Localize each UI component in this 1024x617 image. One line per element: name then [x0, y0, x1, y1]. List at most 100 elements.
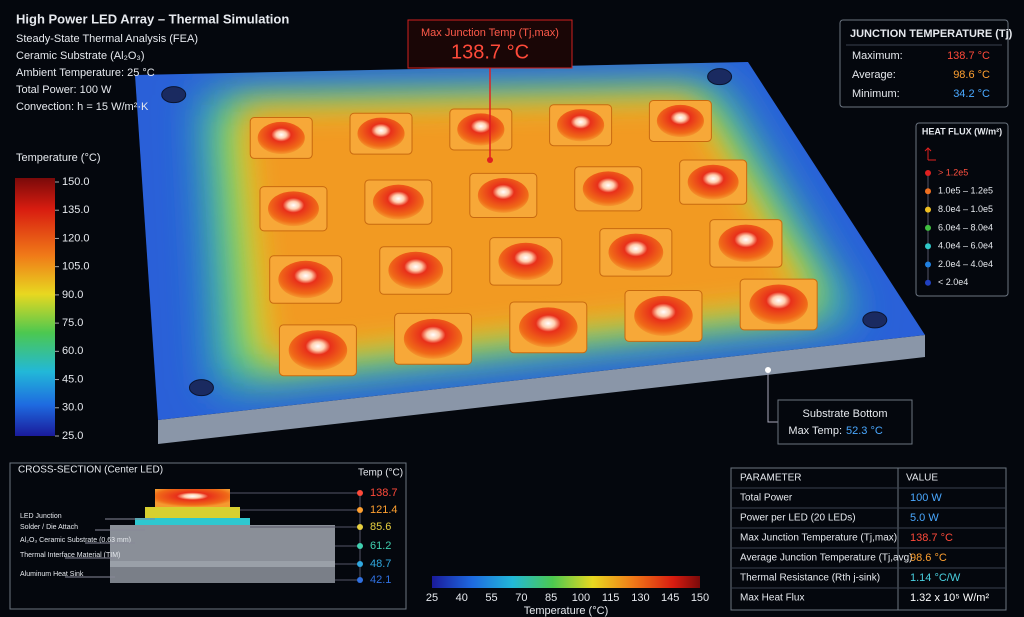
tick-label: 60.0 — [62, 345, 83, 357]
layer-tim — [135, 518, 250, 525]
temperature-scale: Temperature (°C) 150.0 135.0 120.0 105.0 90.… — [15, 152, 100, 442]
scale-title: Temperature (°C) — [16, 152, 100, 164]
flux-dot — [925, 261, 931, 268]
substrate-callout: Substrate Bottom Max Temp: 52.3 °C — [765, 367, 913, 445]
tick-label: 70 — [515, 592, 527, 604]
led-dome — [457, 113, 505, 146]
led-dome — [257, 121, 305, 155]
tick-label: 85 — [545, 592, 557, 604]
bottom-scale: Temperature (°C) 25 40 55 70 85 100 115 130 145 1… — [426, 576, 709, 617]
flux-label: 4.0e4 – 6.0e4 — [938, 241, 993, 251]
flux-label: 8.0e4 – 1.0e5 — [938, 204, 993, 214]
max-callout: Max Junction Temp (Tj,max) 138.7 °C — [407, 19, 573, 163]
flux-dot — [925, 206, 931, 213]
layer-tim — [110, 561, 335, 567]
led-dome — [582, 171, 634, 207]
led-dome — [268, 191, 319, 227]
mount-hole — [707, 68, 733, 86]
parameter-table: PARAMETER VALUE Total Power 100 W Power per … — [730, 467, 1007, 611]
flux-label: 6.0e4 – 8.0e4 — [938, 222, 993, 232]
temp-dot — [357, 561, 363, 567]
temp-label: 85.6 — [370, 521, 391, 533]
layer-ceramic — [110, 525, 335, 561]
temp-dot — [357, 507, 363, 513]
temp-dot — [357, 490, 363, 496]
led-dome — [634, 295, 693, 336]
tick-label: 25 — [426, 592, 438, 604]
tick-label: 30.0 — [62, 402, 83, 414]
temp-label: 48.7 — [370, 558, 391, 570]
title: High Power LED Array – Thermal Simulatio… — [16, 11, 289, 26]
info-line: Convection: h = 15 W/m²·K — [16, 101, 149, 113]
callout-dot — [765, 367, 771, 373]
layer-label: LED Junction — [20, 513, 62, 520]
led-dome — [656, 104, 704, 138]
led-dome — [403, 318, 463, 359]
flux-label: 1.0e5 – 1.2e5 — [938, 186, 993, 196]
flux-label: > 1.2e5 — [938, 167, 968, 177]
table-cell: Average Junction Temperature (Tj,avg) — [740, 553, 913, 564]
panel-title: HEAT FLUX (W/m²) — [922, 126, 1002, 136]
cs-unit: Temp (°C) — [358, 468, 403, 479]
led-dome — [388, 251, 444, 290]
table-cell: Power per LED (20 LEDs) — [740, 513, 856, 524]
temp-dot — [357, 524, 363, 530]
junction-panel: JUNCTION TEMPERATURE (Tj) Maximum: 138.7 … — [839, 19, 1013, 108]
tick-label: 25.0 — [62, 430, 83, 442]
flux-label: 2.0e4 – 4.0e4 — [938, 259, 993, 269]
flux-dot — [925, 188, 931, 195]
tick-label: 105.0 — [62, 261, 90, 273]
scale-title: Temperature (°C) — [524, 605, 608, 617]
flux-icon — [924, 147, 936, 161]
table-cell: Max Heat Flux — [740, 593, 804, 604]
table-box — [730, 467, 1007, 611]
callout-line — [767, 373, 778, 423]
layer-solder — [145, 507, 240, 518]
row-value: 138.7 °C — [947, 50, 990, 62]
table-header: PARAMETER — [740, 473, 802, 484]
tick-label: 150.0 — [62, 176, 90, 188]
temp-label: 42.1 — [370, 574, 391, 586]
temp-label: 61.2 — [370, 540, 391, 552]
flux-dot — [925, 170, 931, 176]
top-info: High Power LED Array – Thermal Simulatio… — [16, 11, 289, 112]
info-line: Steady-State Thermal Analysis (FEA) — [16, 33, 198, 45]
info-line: Ambient Temperature: 25 °C — [16, 67, 155, 79]
table-cell: 1.32 x 10⁵ W/m² — [910, 592, 989, 604]
mount-hole — [188, 379, 214, 397]
led-dome — [687, 164, 739, 200]
tick-label: 115 — [602, 592, 620, 604]
table-cell: 5.0 W — [910, 512, 939, 524]
mount-hole — [161, 86, 187, 104]
panel-box — [9, 462, 407, 610]
tick-label: 75.0 — [62, 317, 83, 329]
layer-label: Thermal Interface Material (TIM) — [20, 552, 120, 559]
flux-dot — [925, 243, 931, 250]
panel-title: JUNCTION TEMPERATURE (Tj) — [850, 28, 1013, 40]
layer-sink — [110, 567, 335, 583]
flux-dot — [925, 279, 931, 286]
table-cell: Max Junction Temperature (Tj,max) — [740, 533, 897, 544]
led-dome — [477, 178, 529, 213]
table-cell: Thermal Resistance (Rth j-sink) — [740, 573, 880, 584]
temp-label: 138.7 — [370, 487, 398, 499]
temp-dot — [357, 543, 363, 549]
tick-label: 130 — [631, 592, 649, 604]
layer-label: Aluminum Heat Sink — [20, 571, 84, 578]
callout-box — [777, 399, 913, 445]
row-value: 34.2 °C — [953, 88, 990, 100]
row-label: Average: — [852, 69, 896, 81]
layer-label: Solder / Die Attach — [20, 524, 78, 531]
panel-box — [915, 122, 1009, 297]
info-line: Total Power: 100 W — [16, 84, 112, 96]
led-dome — [498, 242, 554, 281]
led-dome — [718, 224, 774, 263]
row-label: Maximum: — [852, 50, 903, 62]
led-dome — [288, 330, 348, 371]
tick-label: 55 — [485, 592, 497, 604]
panel-box — [839, 19, 1009, 108]
board-edge — [158, 335, 925, 444]
tick-label: 40 — [456, 592, 468, 604]
cross-section: CROSS-SECTION (Center LED) Temp (°C) LED… — [9, 462, 407, 610]
